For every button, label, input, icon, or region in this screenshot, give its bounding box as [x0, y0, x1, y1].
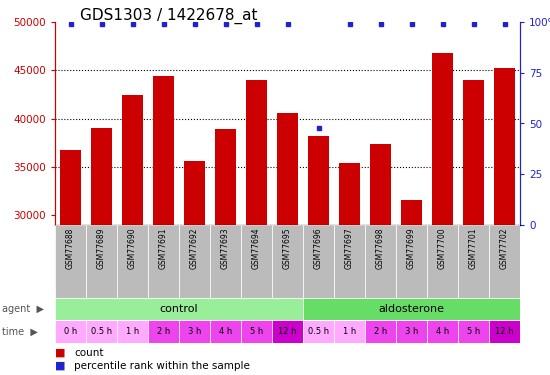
Bar: [303, 225, 334, 298]
Text: ■: ■: [55, 361, 65, 371]
Text: percentile rank within the sample: percentile rank within the sample: [74, 361, 250, 371]
Text: GSM77697: GSM77697: [345, 227, 354, 269]
Bar: [371, 144, 390, 225]
Text: GSM77699: GSM77699: [407, 227, 416, 269]
Bar: [458, 225, 489, 298]
Text: 2 h: 2 h: [157, 327, 170, 336]
Bar: [179, 225, 210, 298]
Text: GSM77689: GSM77689: [97, 227, 106, 269]
Text: 0.5 h: 0.5 h: [308, 327, 329, 336]
Text: aldosterone: aldosterone: [378, 304, 444, 314]
Bar: [179, 320, 210, 343]
Bar: [117, 225, 148, 298]
Text: GSM77696: GSM77696: [314, 227, 323, 269]
Text: GSM77691: GSM77691: [159, 227, 168, 269]
Bar: [117, 320, 148, 343]
Text: 1 h: 1 h: [343, 327, 356, 336]
Text: GSM77692: GSM77692: [190, 227, 199, 269]
Bar: [464, 80, 483, 225]
Bar: [148, 320, 179, 343]
Bar: [334, 320, 365, 343]
Text: control: control: [160, 304, 199, 314]
Bar: [402, 200, 422, 225]
Text: 5 h: 5 h: [467, 327, 480, 336]
Text: 1 h: 1 h: [126, 327, 139, 336]
Bar: [210, 320, 241, 343]
Text: 4 h: 4 h: [436, 327, 449, 336]
Bar: [489, 225, 520, 298]
Text: GSM77700: GSM77700: [438, 227, 447, 269]
Text: 3 h: 3 h: [405, 327, 418, 336]
Bar: [86, 225, 117, 298]
Text: GSM77690: GSM77690: [128, 227, 137, 269]
Bar: [55, 225, 86, 298]
Bar: [396, 320, 427, 343]
Bar: [427, 225, 458, 298]
Text: ■: ■: [55, 348, 65, 358]
Text: GSM77688: GSM77688: [66, 227, 75, 268]
Bar: [309, 136, 328, 225]
Text: 0.5 h: 0.5 h: [91, 327, 112, 336]
Text: GDS1303 / 1422678_at: GDS1303 / 1422678_at: [80, 8, 257, 24]
Bar: [55, 298, 303, 320]
Bar: [272, 225, 303, 298]
Bar: [148, 225, 179, 298]
Bar: [277, 113, 298, 225]
Bar: [91, 128, 112, 225]
Bar: [246, 80, 267, 225]
Text: 12 h: 12 h: [495, 327, 514, 336]
Text: time  ▶: time ▶: [2, 327, 38, 336]
Bar: [303, 320, 334, 343]
Bar: [334, 225, 365, 298]
Bar: [303, 298, 520, 320]
Text: GSM77693: GSM77693: [221, 227, 230, 269]
Bar: [272, 320, 303, 343]
Bar: [210, 225, 241, 298]
Text: count: count: [74, 348, 104, 358]
Text: 4 h: 4 h: [219, 327, 232, 336]
Bar: [494, 68, 515, 225]
Bar: [184, 161, 205, 225]
Bar: [123, 96, 142, 225]
Bar: [55, 320, 86, 343]
Bar: [427, 320, 458, 343]
Text: 0 h: 0 h: [64, 327, 77, 336]
Text: GSM77695: GSM77695: [283, 227, 292, 269]
Bar: [60, 150, 80, 225]
Bar: [365, 320, 396, 343]
Text: 2 h: 2 h: [374, 327, 387, 336]
Text: 3 h: 3 h: [188, 327, 201, 336]
Bar: [432, 53, 453, 225]
Bar: [489, 320, 520, 343]
Bar: [458, 320, 489, 343]
Bar: [339, 163, 360, 225]
Text: GSM77701: GSM77701: [469, 227, 478, 269]
Bar: [241, 320, 272, 343]
Text: agent  ▶: agent ▶: [2, 304, 44, 314]
Text: GSM77694: GSM77694: [252, 227, 261, 269]
Bar: [396, 225, 427, 298]
Text: GSM77702: GSM77702: [500, 227, 509, 269]
Bar: [241, 225, 272, 298]
Text: GSM77698: GSM77698: [376, 227, 385, 269]
Bar: [365, 225, 396, 298]
Bar: [86, 320, 117, 343]
Bar: [216, 129, 235, 225]
Bar: [153, 76, 174, 225]
Text: 5 h: 5 h: [250, 327, 263, 336]
Text: 12 h: 12 h: [278, 327, 297, 336]
